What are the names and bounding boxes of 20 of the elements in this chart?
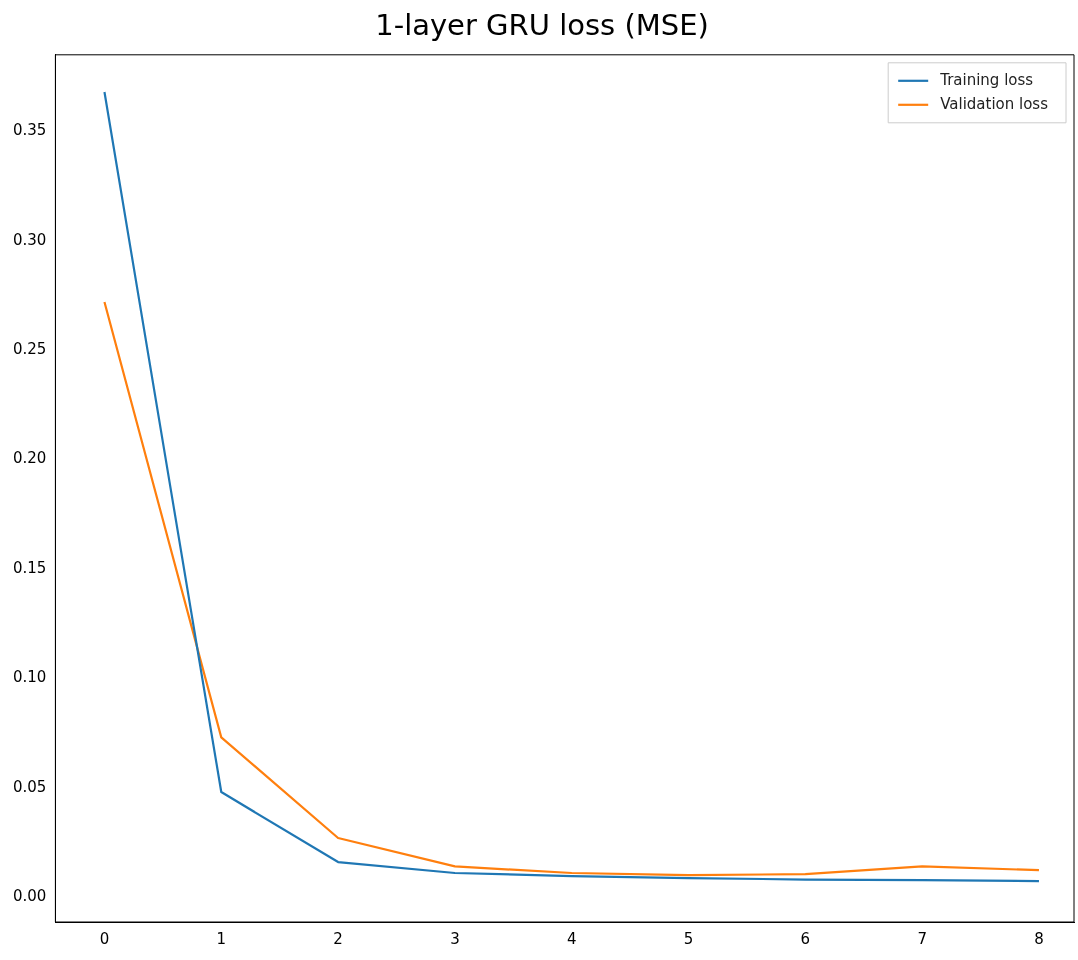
x-tick-label: 4 [566, 929, 577, 948]
x-tick-label: 6 [800, 929, 811, 948]
y-tick-label: 0.05 [12, 777, 47, 796]
chart-title: 1-layer GRU loss (MSE) [375, 7, 709, 42]
x-tick-label: 5 [683, 929, 694, 948]
y-tick-label: 0.15 [12, 558, 47, 577]
y-tick-label: 0.10 [12, 668, 47, 687]
x-tick-label: 3 [450, 929, 460, 948]
legend-label: Training loss [939, 70, 1034, 89]
x-tick-label: 2 [333, 929, 343, 948]
x-tick-label: 8 [1034, 929, 1044, 948]
legend-label: Validation loss [940, 94, 1049, 113]
y-tick-label: 0.20 [12, 449, 47, 468]
x-tick-label: 1 [216, 929, 227, 948]
y-tick-label: 0.35 [12, 121, 47, 140]
x-tick-label: 0 [99, 929, 110, 948]
x-tick-label: 7 [917, 929, 927, 948]
y-tick-label: 0.25 [12, 340, 47, 359]
y-tick-label: 0.30 [12, 230, 47, 249]
y-tick-label: 0.00 [12, 886, 47, 905]
